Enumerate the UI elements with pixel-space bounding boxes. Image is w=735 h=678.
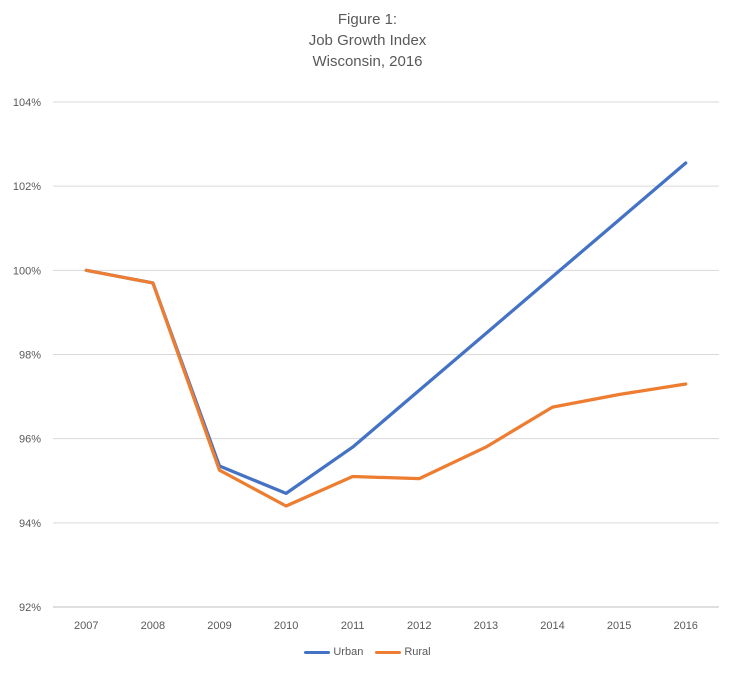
y-axis-tick-label: 96% xyxy=(19,434,41,446)
y-axis-tick-label: 94% xyxy=(19,518,41,530)
legend-item-rural: Rural xyxy=(375,646,431,658)
legend: Urban Rural xyxy=(0,646,735,658)
x-axis-tick-label: 2009 xyxy=(207,620,231,632)
y-axis-tick-label: 104% xyxy=(13,97,41,109)
x-axis-tick-label: 2010 xyxy=(274,620,298,632)
chart-title: Figure 1: Job Growth Index Wisconsin, 20… xyxy=(0,9,735,72)
legend-item-urban: Urban xyxy=(304,646,363,658)
x-axis-tick-label: 2012 xyxy=(407,620,431,632)
legend-label-rural: Rural xyxy=(404,646,431,658)
chart-title-line-1: Figure 1: xyxy=(337,11,398,28)
y-axis-tick-label: 100% xyxy=(13,265,41,277)
chart-title-line-2: Job Growth Index xyxy=(308,32,427,49)
x-axis-tick-label: 2016 xyxy=(673,620,697,632)
rural-line-swatch-icon xyxy=(375,650,402,654)
x-axis-tick-label: 2008 xyxy=(141,620,165,632)
y-axis-tick-label: 98% xyxy=(19,350,41,362)
x-axis-tick-label: 2014 xyxy=(540,620,564,632)
y-axis-tick-label: 92% xyxy=(19,602,41,614)
series-line-rural xyxy=(84,268,688,508)
chart-title-line-3: Wisconsin, 2016 xyxy=(312,53,423,70)
legend-label-urban: Urban xyxy=(333,646,364,658)
urban-line-swatch-icon xyxy=(304,650,331,654)
x-axis-tick-label: 2011 xyxy=(341,620,365,632)
x-axis-tick-label: 2007 xyxy=(74,620,98,632)
series-line-urban xyxy=(84,161,688,495)
y-axis-tick-label: 102% xyxy=(13,181,41,193)
x-axis-tick-label: 2015 xyxy=(607,620,631,632)
x-axis-tick-label: 2013 xyxy=(474,620,498,632)
